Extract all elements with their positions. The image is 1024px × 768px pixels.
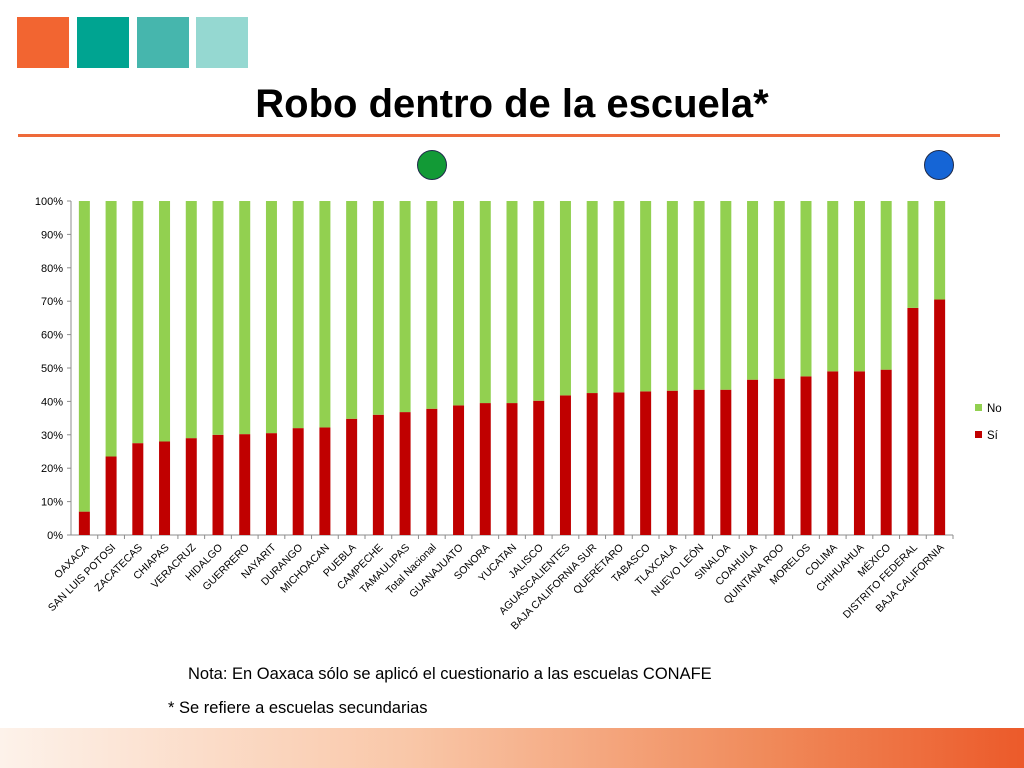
bar-si: [773, 378, 785, 535]
bar-si: [586, 393, 598, 535]
bar-no: [78, 201, 90, 512]
bottom-gradient-band: [0, 728, 1024, 768]
bar-no: [613, 201, 625, 393]
bar-si: [479, 403, 491, 535]
y-tick-label: 20%: [41, 463, 63, 475]
green-dot-marker: [417, 150, 447, 180]
bar-si: [506, 403, 518, 535]
bar-no: [105, 201, 117, 457]
bar-si: [132, 443, 144, 535]
bar-no: [934, 201, 946, 300]
y-tick-label: 70%: [41, 296, 63, 308]
title-underline: [18, 134, 1000, 137]
bar-no: [693, 201, 705, 390]
bar-no: [212, 201, 224, 435]
y-tick-label: 60%: [41, 330, 63, 342]
bar-si: [613, 392, 625, 535]
y-tick-label: 10%: [41, 497, 63, 509]
bar-no: [292, 201, 304, 429]
bar-no: [640, 201, 652, 392]
bar-no: [800, 201, 812, 377]
bar-no: [533, 201, 545, 401]
bar-si: [880, 369, 892, 535]
bar-si: [292, 428, 304, 535]
bar-no: [853, 201, 865, 372]
bar-si: [78, 511, 90, 535]
bar-no: [559, 201, 571, 396]
bar-no: [265, 201, 277, 434]
legend-label: Sí: [987, 430, 999, 442]
bar-si: [319, 427, 331, 535]
bar-si: [105, 456, 117, 535]
bar-no: [453, 201, 465, 406]
bar-no: [827, 201, 839, 372]
bar-no: [372, 201, 384, 415]
bar-si: [185, 438, 197, 535]
bar-no: [586, 201, 598, 394]
bar-si: [559, 395, 571, 535]
blue-dot-marker: [924, 150, 954, 180]
y-tick-label: 50%: [41, 363, 63, 375]
bar-no: [239, 201, 251, 435]
legend-swatch: [975, 431, 982, 438]
legend-swatch: [975, 404, 982, 411]
bar-no: [773, 201, 785, 379]
bar-no: [666, 201, 678, 391]
bar-si: [720, 389, 732, 535]
bar-no: [185, 201, 197, 439]
y-tick-label: 90%: [41, 229, 63, 241]
bar-si: [747, 379, 759, 535]
bar-no: [426, 201, 438, 409]
bar-si: [693, 389, 705, 535]
stacked-bar-chart: 0%10%20%30%40%50%60%70%80%90%100%OAXACAS…: [35, 196, 1002, 632]
bar-no: [747, 201, 759, 380]
y-tick-label: 80%: [41, 263, 63, 275]
bar-si: [853, 371, 865, 535]
bar-si: [265, 433, 277, 535]
y-tick-label: 40%: [41, 396, 63, 408]
bar-si: [640, 391, 652, 535]
bar-si: [934, 299, 946, 535]
bar-no: [159, 201, 171, 442]
slide-title: Robo dentro de la escuela*: [255, 82, 769, 126]
bar-no: [880, 201, 892, 370]
header-square-orange: [17, 17, 69, 68]
bar-no: [907, 201, 919, 308]
bar-si: [533, 400, 545, 535]
bar-si: [800, 376, 812, 535]
bar-si: [239, 434, 251, 535]
bar-no: [346, 201, 358, 419]
bar-no: [720, 201, 732, 390]
y-tick-label: 30%: [41, 430, 63, 442]
note-secundarias: * Se refiere a escuelas secundarias: [168, 699, 428, 717]
bar-si: [159, 441, 171, 535]
bar-si: [666, 390, 678, 535]
bar-no: [506, 201, 518, 404]
bar-si: [399, 412, 411, 535]
bar-no: [319, 201, 331, 428]
legend-label: No: [987, 403, 1002, 415]
bar-si: [346, 418, 358, 535]
y-tick-label: 100%: [35, 196, 63, 208]
header-square-teal-light: [196, 17, 248, 68]
y-tick-label: 0%: [47, 530, 63, 542]
header-square-teal-mid: [137, 17, 189, 68]
bar-no: [399, 201, 411, 413]
bar-si: [827, 371, 839, 535]
bar-si: [372, 414, 384, 535]
bar-si: [907, 307, 919, 535]
note-oaxaca: Nota: En Oaxaca sólo se aplicó el cuesti…: [188, 665, 712, 683]
bar-si: [212, 434, 224, 535]
bar-si: [453, 405, 465, 535]
bar-no: [479, 201, 491, 404]
bar-no: [132, 201, 144, 444]
header-square-teal-dark: [77, 17, 129, 68]
bar-si: [426, 408, 438, 535]
